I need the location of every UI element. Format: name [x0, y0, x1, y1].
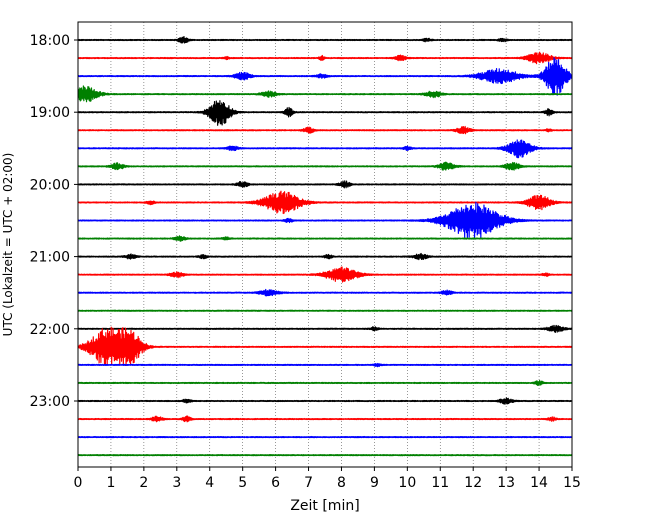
trace-2030	[78, 201, 572, 240]
trace-1830	[78, 57, 572, 96]
trace-1930	[78, 139, 572, 159]
x-tick-label: 8	[337, 475, 346, 491]
trace-2345	[78, 454, 572, 457]
trace-group	[78, 35, 572, 457]
trace-2215	[78, 326, 572, 367]
y-axis-label: UTC (Lokalzeit = UTC + 02:00)	[1, 153, 15, 337]
trace-2245	[78, 379, 572, 386]
trace-2230	[78, 362, 572, 368]
trace-2300	[78, 397, 572, 405]
trace-2315	[78, 415, 572, 423]
trace-1815	[78, 51, 572, 65]
x-tick-label: 10	[398, 475, 416, 491]
x-gridlines	[110, 22, 540, 467]
y-tick-label: 23:00	[30, 394, 70, 410]
plot-frame	[77, 21, 573, 468]
x-tick-label: 6	[271, 475, 280, 491]
x-tick-label: 14	[530, 475, 548, 491]
y-tick-label: 20:00	[30, 177, 70, 193]
trace-1945	[78, 161, 572, 171]
x-axis-ticks: 0 1 2 3 4 5 6 7 8 9 10 11 12 13 14 15	[74, 467, 581, 491]
trace-2000	[78, 180, 572, 189]
trace-1915	[78, 125, 572, 135]
x-tick-label: 5	[238, 475, 247, 491]
trace-2145	[78, 309, 572, 312]
x-tick-label: 12	[464, 475, 482, 491]
x-tick-label: 9	[370, 475, 379, 491]
trace-2015	[78, 190, 572, 215]
y-axis-ticks: 18:00 19:00 20:00 21:00 22:00 23:00	[30, 33, 78, 410]
trace-2200	[78, 324, 572, 333]
x-tick-label: 7	[304, 475, 313, 491]
trace-1900	[78, 100, 572, 126]
y-tick-label: 18:00	[30, 33, 70, 49]
x-tick-label: 2	[139, 475, 148, 491]
trace-2130	[78, 288, 572, 297]
trace-2045	[78, 235, 572, 242]
y-tick-label: 19:00	[30, 105, 70, 121]
trace-1800	[78, 35, 572, 44]
x-axis-label: Zeit [min]	[290, 498, 359, 514]
trace-2330	[78, 435, 572, 439]
trace-1845	[78, 85, 572, 103]
x-tick-label: 13	[497, 475, 515, 491]
y-tick-label: 22:00	[30, 322, 70, 338]
x-tick-label: 15	[563, 475, 581, 491]
trace-2100	[78, 252, 572, 261]
y-tick-label: 21:00	[30, 250, 70, 266]
x-tick-label: 11	[431, 475, 449, 491]
x-tick-label: 3	[172, 475, 181, 491]
x-tick-label: 1	[106, 475, 115, 491]
x-tick-label: 4	[205, 475, 214, 491]
x-tick-label: 0	[74, 475, 83, 491]
trace-2115	[78, 266, 572, 283]
